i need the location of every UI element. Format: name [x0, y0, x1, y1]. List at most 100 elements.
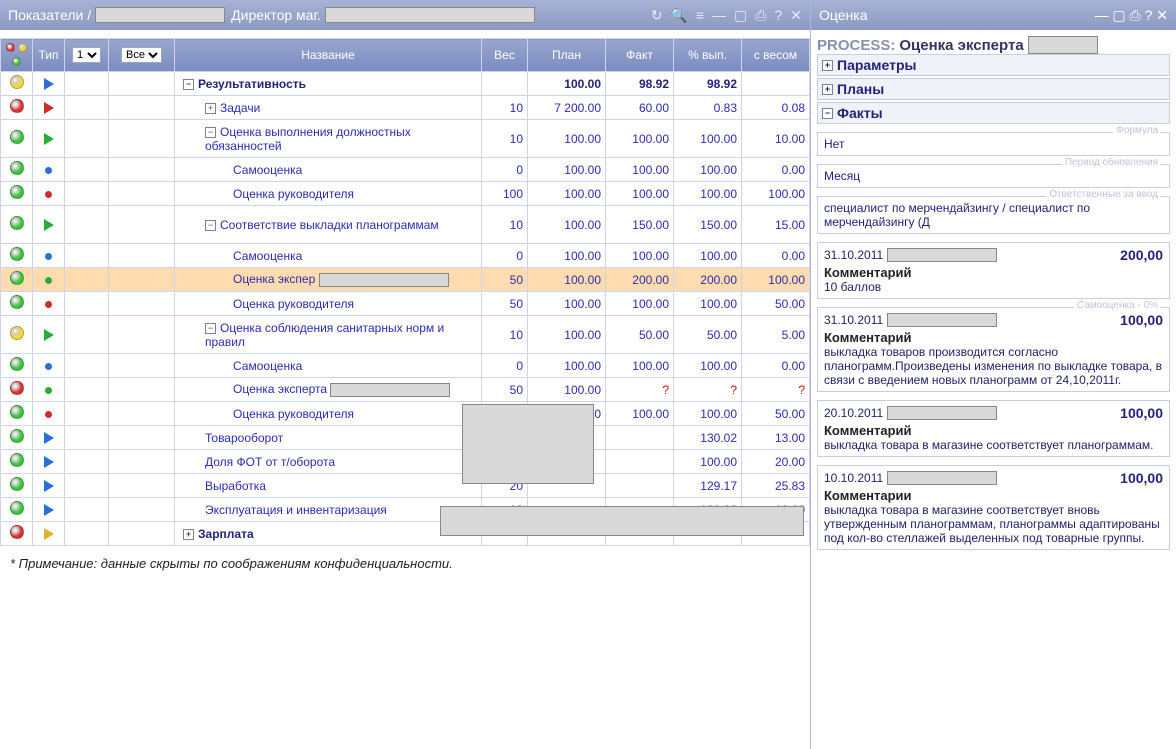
table-row[interactable]: Оценка руководителя50100.00100.00100.005…	[1, 402, 810, 426]
section-header[interactable]: −Факты	[817, 102, 1170, 124]
col-filter-header[interactable]: Все	[109, 39, 175, 72]
name-cell[interactable]: Оценка экспер	[175, 268, 482, 292]
window-icon[interactable]: ▢	[734, 7, 747, 24]
table-row[interactable]: Оценка руководителя50100.00100.00100.005…	[1, 292, 810, 316]
plan-cell: 7 200.00	[528, 96, 606, 120]
name-cell[interactable]: Самооценка	[175, 158, 482, 182]
name-cell[interactable]: Выработка	[175, 474, 482, 498]
name-cell[interactable]: −Соответствие выкладки планограммам	[175, 206, 482, 244]
triangle-icon	[44, 456, 54, 468]
section-label: Параметры	[837, 57, 917, 73]
dot-icon	[45, 191, 52, 198]
table-row[interactable]: −Соответствие выкладки планограммам10100…	[1, 206, 810, 244]
print-icon[interactable]: ⎙	[755, 7, 766, 24]
plan-fact-redact	[462, 404, 594, 484]
pct-cell: 100.00	[674, 450, 742, 474]
table-row[interactable]: −Результативность100.0098.9298.92	[1, 72, 810, 96]
rp-window-icon[interactable]: ▢	[1112, 7, 1125, 23]
tree-toggle-icon[interactable]: +	[183, 529, 194, 540]
col-pct-header[interactable]: % вып.	[674, 39, 742, 72]
list-icon[interactable]: ≡	[696, 7, 704, 24]
type-cell	[33, 402, 65, 426]
rp-minimize-icon[interactable]: —	[1094, 7, 1108, 23]
section-label: Планы	[837, 81, 884, 97]
table-row[interactable]: −Оценка выполнения должностных обязаннос…	[1, 120, 810, 158]
name-cell[interactable]: Оценка эксперта	[175, 378, 482, 402]
close-icon[interactable]: ✕	[790, 7, 802, 24]
table-row[interactable]: Доля ФОТ от т/оборота20100.0020.00	[1, 450, 810, 474]
wt-cell: 100.00	[742, 182, 810, 206]
rp-print-icon[interactable]: ⎙	[1129, 7, 1140, 23]
section-header[interactable]: + Планы	[817, 78, 1170, 100]
col-name-header[interactable]: Название	[175, 39, 482, 72]
table-row[interactable]: Самооценка0100.00100.00100.000.00	[1, 354, 810, 378]
wt-cell: 15.00	[742, 206, 810, 244]
table-row[interactable]: Самооценка0100.00100.00100.000.00	[1, 244, 810, 268]
search-icon[interactable]: 🔍	[670, 7, 687, 24]
type-cell	[33, 244, 65, 268]
tree-toggle-icon[interactable]: −	[205, 220, 216, 231]
evaluation-entry[interactable]: Самооценка - 0%31.10.2011100,00Комментар…	[817, 307, 1170, 392]
name-cell[interactable]: Доля ФОТ от т/оборота	[175, 450, 482, 474]
evaluation-entry[interactable]: 10.10.2011100,00Комментариивыкладка това…	[817, 465, 1170, 550]
col-weighted-header[interactable]: с весом	[742, 39, 810, 72]
name-cell[interactable]: Оценка руководителя	[175, 402, 482, 426]
name-cell[interactable]: Эксплуатация и инвентаризация	[175, 498, 482, 522]
pct-cell: 100.00	[674, 402, 742, 426]
section-toggle-icon[interactable]: +	[822, 84, 833, 95]
fact-cell: 100.00	[606, 244, 674, 268]
tree-toggle-icon[interactable]: −	[183, 79, 194, 90]
tree-toggle-icon[interactable]: −	[205, 127, 216, 138]
rp-help-icon[interactable]: ?	[1145, 7, 1153, 23]
name-cell[interactable]: Товарооборот	[175, 426, 482, 450]
table-row[interactable]: Оценка экспер 50100.00200.00200.00100.00	[1, 268, 810, 292]
evaluation-entry[interactable]: 20.10.2011100,00Комментарийвыкладка това…	[817, 400, 1170, 457]
table-row[interactable]: −Оценка соблюдения санитарных норм и пра…	[1, 316, 810, 354]
section-header[interactable]: + Параметры	[817, 54, 1170, 76]
status-circle-icon	[10, 357, 24, 371]
name-cell[interactable]: Самооценка	[175, 244, 482, 268]
rp-close-icon[interactable]: ✕	[1156, 7, 1168, 23]
evaluation-entry[interactable]: 31.10.2011200,00Комментарий10 баллов	[817, 242, 1170, 299]
table-row[interactable]: Самооценка0100.00100.00100.000.00	[1, 158, 810, 182]
col-level-header[interactable]: 1	[65, 39, 109, 72]
table-row[interactable]: Товарооборот10130.0213.00	[1, 426, 810, 450]
name-cell[interactable]: +Задачи	[175, 96, 482, 120]
tree-toggle-icon[interactable]: +	[205, 103, 216, 114]
detail-field: Ответственные за вводспециалист по мерче…	[817, 196, 1170, 234]
entry-value: 100,00	[1120, 312, 1163, 328]
name-cell[interactable]: Самооценка	[175, 354, 482, 378]
level-select[interactable]: 1	[72, 47, 101, 63]
col-plan-header[interactable]: План	[528, 39, 606, 72]
help-icon[interactable]: ?	[774, 7, 782, 24]
dot-icon	[45, 301, 52, 308]
table-row[interactable]: Оценка руководителя100100.00100.00100.00…	[1, 182, 810, 206]
section-toggle-icon[interactable]: −	[822, 108, 833, 119]
name-cell[interactable]: −Оценка соблюдения санитарных норм и пра…	[175, 316, 482, 354]
table-row[interactable]: Оценка эксперта 50100.00???	[1, 378, 810, 402]
type-cell	[33, 292, 65, 316]
table-row[interactable]: Выработка20129.1725.83	[1, 474, 810, 498]
table-row[interactable]: +Задачи107 200.0060.000.830.08	[1, 96, 810, 120]
entry-redact	[887, 406, 997, 420]
triangle-icon	[44, 102, 54, 114]
name-cell[interactable]: +Зарплата	[175, 522, 482, 546]
col-type-header: Тип	[33, 39, 65, 72]
status-circle-icon	[10, 99, 24, 113]
col-weight-header[interactable]: Вес	[482, 39, 528, 72]
entry-date: 20.10.2011	[824, 406, 883, 420]
name-cell[interactable]: −Результативность	[175, 72, 482, 96]
name-cell[interactable]: Оценка руководителя	[175, 292, 482, 316]
status-cell	[1, 426, 33, 450]
pct-cell: 100.00	[674, 244, 742, 268]
section-toggle-icon[interactable]: +	[822, 60, 833, 71]
refresh-icon[interactable]: ↻	[651, 7, 663, 24]
fact-cell	[606, 426, 674, 450]
filter-select[interactable]: Все	[121, 47, 162, 63]
tree-toggle-icon[interactable]: −	[205, 323, 216, 334]
field-value: специалист по мерчендайзингу / специалис…	[824, 201, 1090, 229]
name-cell[interactable]: Оценка руководителя	[175, 182, 482, 206]
name-cell[interactable]: −Оценка выполнения должностных обязаннос…	[175, 120, 482, 158]
col-fact-header[interactable]: Факт	[606, 39, 674, 72]
minimize-icon[interactable]: —	[712, 7, 726, 24]
